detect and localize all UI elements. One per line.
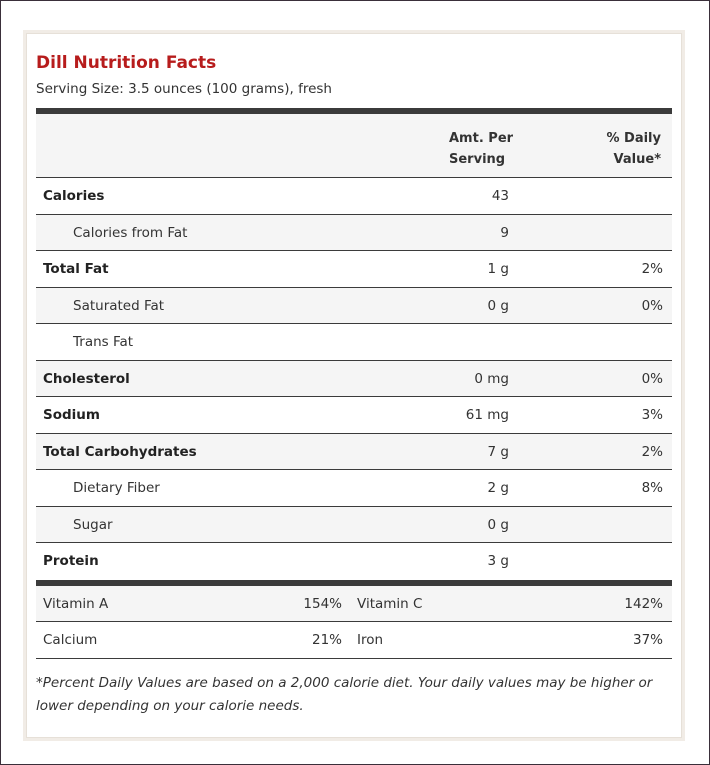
table-row: Protein 3 g [36, 543, 672, 580]
middle-rule [36, 579, 672, 586]
daily-value-column-header: % Daily Value* [606, 128, 661, 170]
vitamin-row: Vitamin A 154% Vitamin C 142% [36, 585, 672, 622]
nutrient-name: Sodium [43, 407, 100, 423]
page-title: Dill Nutrition Facts [36, 53, 217, 73]
nutrient-amount: 2 g [487, 480, 509, 496]
table-row: Total Carbohydrates 7 g 2% [36, 433, 672, 470]
vitamin-name: Iron [357, 632, 384, 648]
vitamin-value: 154% [303, 595, 342, 612]
nutrition-table: Amt. Per Serving % Daily Value* Calories… [36, 108, 672, 659]
nutrient-name: Cholesterol [43, 370, 130, 387]
serving-size: Serving Size: 3.5 ounces (100 grams), fr… [36, 81, 332, 97]
nutrient-amount: 43 [491, 188, 509, 204]
table-row: Sugar 0 g [36, 506, 672, 543]
nutrient-name: Calories [43, 188, 105, 204]
table-row: Calories from Fat 9 [36, 214, 672, 251]
vitamin-name: Vitamin A [43, 595, 109, 612]
vitamin-value: 142% [624, 595, 663, 612]
nutrient-amount: 0 g [487, 297, 509, 314]
nutrient-name: Trans Fat [73, 334, 134, 350]
nutrient-daily-value: 3% [641, 407, 663, 423]
footnote: *Percent Daily Values are based on a 2,0… [36, 675, 653, 714]
nutrition-card: Dill Nutrition Facts Serving Size: 3.5 o… [26, 33, 682, 738]
nutrient-rows: Calories 43 Calories from Fat 9 Total Fat 1 g… [36, 178, 672, 580]
nutrient-amount: 0 mg [474, 370, 509, 387]
table-header: Amt. Per Serving % Daily Value* [36, 114, 672, 178]
vitamin-rows: Vitamin A 154% Vitamin C 142% Calcium 21… [36, 585, 672, 659]
nutrient-daily-value: 0% [641, 297, 663, 314]
table-row: Dietary Fiber 2 g 8% [36, 470, 672, 507]
vitamin-name: Calcium [43, 632, 98, 648]
nutrient-amount: 0 g [487, 516, 509, 533]
nutrient-amount: 61 mg [465, 407, 509, 423]
table-row: Cholesterol 0 mg 0% [36, 360, 672, 397]
nutrient-name: Total Carbohydrates [43, 443, 197, 460]
nutrient-name: Saturated Fat [73, 297, 165, 314]
amount-header-line1: Amt. Per [449, 131, 514, 146]
nutrient-daily-value: 2% [641, 261, 663, 277]
vitamin-value: 37% [632, 632, 663, 648]
table-row: Saturated Fat 0 g 0% [36, 287, 672, 324]
nutrient-amount: 3 g [487, 553, 509, 569]
vitamin-value: 21% [311, 632, 342, 648]
amount-header-line2: Serving [449, 152, 506, 167]
nutrient-daily-value: 2% [641, 443, 663, 460]
nutrient-amount: 9 [500, 224, 509, 241]
vitamin-name: Vitamin C [357, 595, 423, 612]
dv-header-line1: % Daily [606, 131, 661, 146]
table-row: Trans Fat [36, 324, 672, 361]
dv-header-line2: Value* [613, 152, 661, 167]
amount-column-header: Amt. Per Serving [449, 128, 513, 170]
table-row: Sodium 61 mg 3% [36, 397, 672, 434]
vitamin-row: Calcium 21% Iron 37% [36, 622, 672, 659]
nutrient-daily-value: 8% [641, 480, 663, 496]
nutrient-amount: 7 g [487, 443, 509, 460]
nutrient-name: Sugar [73, 516, 113, 533]
table-row: Calories 43 [36, 178, 672, 215]
nutrient-amount: 1 g [487, 261, 509, 277]
nutrient-name: Total Fat [43, 261, 109, 277]
top-rule [36, 108, 672, 114]
table-row: Total Fat 1 g 2% [36, 251, 672, 288]
nutrient-name: Calories from Fat [73, 224, 188, 241]
nutrient-daily-value: 0% [641, 370, 663, 387]
nutrient-name: Protein [43, 553, 99, 569]
nutrient-name: Dietary Fiber [73, 480, 160, 496]
